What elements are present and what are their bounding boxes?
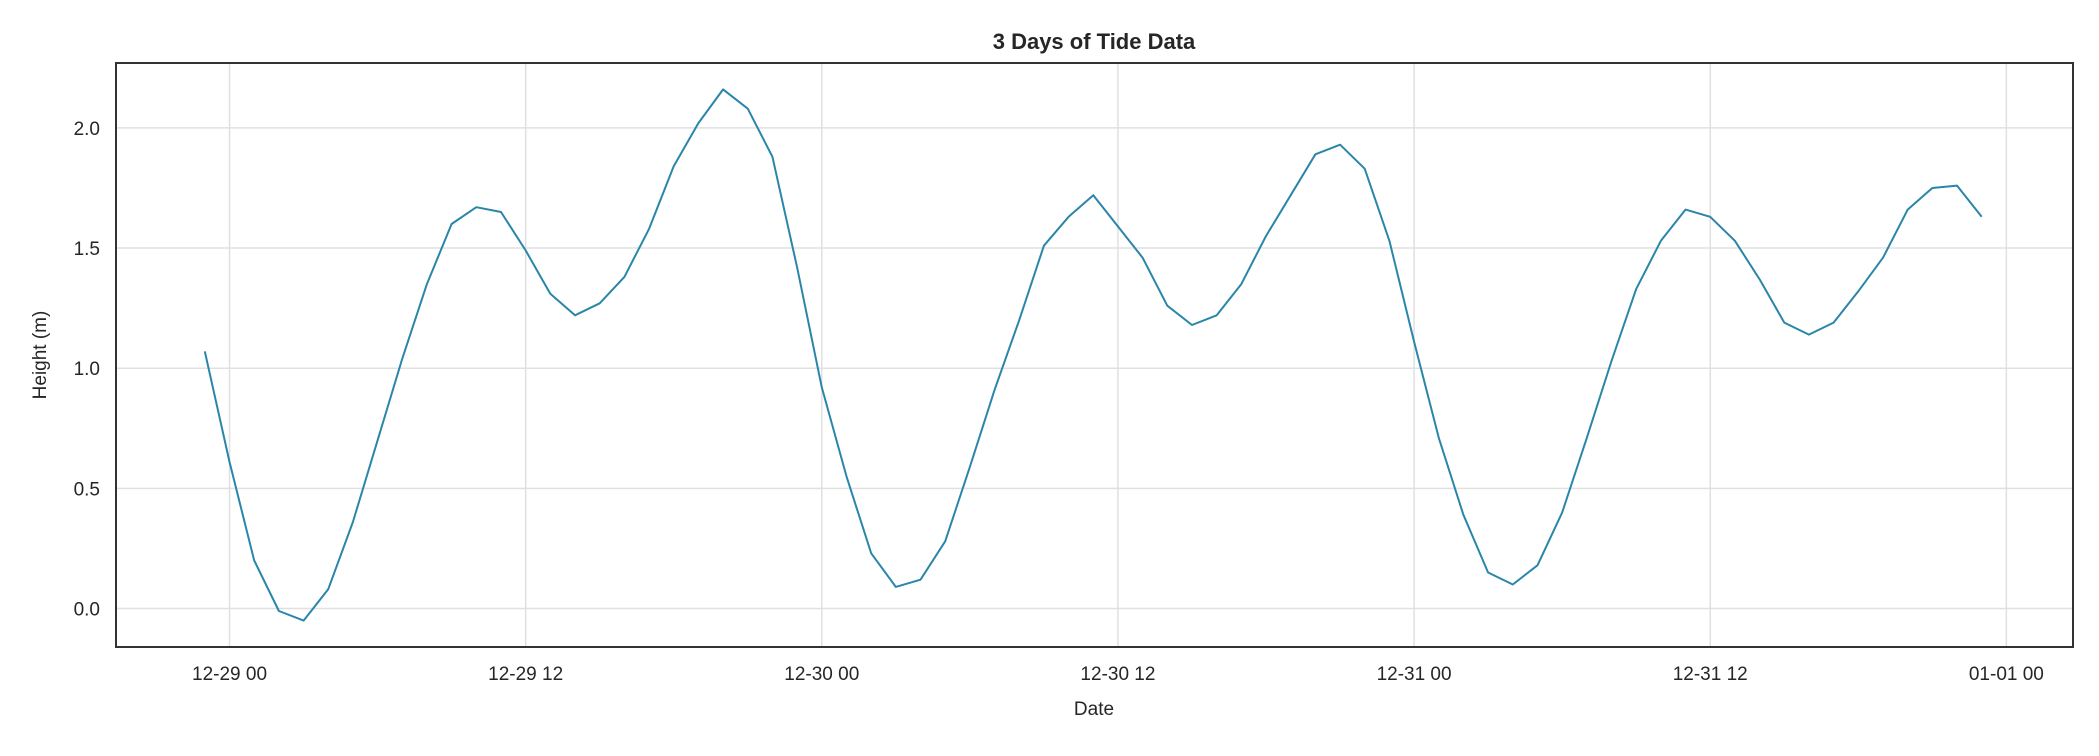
plot-frame xyxy=(116,63,2073,647)
chart-title: 3 Days of Tide Data xyxy=(993,29,1196,54)
y-tick-label: 1.5 xyxy=(74,239,100,260)
x-axis-label: Date xyxy=(1074,699,1114,720)
y-tick-label: 0.5 xyxy=(74,479,100,500)
y-tick-label: 0.0 xyxy=(74,600,100,621)
x-tick-label: 12-29 00 xyxy=(192,664,267,685)
x-tick-label: 01-01 00 xyxy=(1969,664,2044,685)
tide-height-line xyxy=(205,89,1982,620)
grid xyxy=(116,63,2073,647)
x-tick-label: 12-30 00 xyxy=(784,664,859,685)
x-tick-label: 12-29 12 xyxy=(488,664,563,685)
x-tick-label: 12-30 12 xyxy=(1080,664,1155,685)
x-tick-label: 12-31 12 xyxy=(1673,664,1748,685)
y-axis-label: Height (m) xyxy=(30,311,51,400)
data-points xyxy=(205,89,1982,620)
y-tick-label: 2.0 xyxy=(74,119,100,140)
x-tick-label: 12-31 00 xyxy=(1377,664,1452,685)
tick-labels: 12-29 00 12-29 12 12-30 00 12-30 12 12-31 00… xyxy=(74,119,2044,685)
y-tick-label: 1.0 xyxy=(74,359,100,380)
